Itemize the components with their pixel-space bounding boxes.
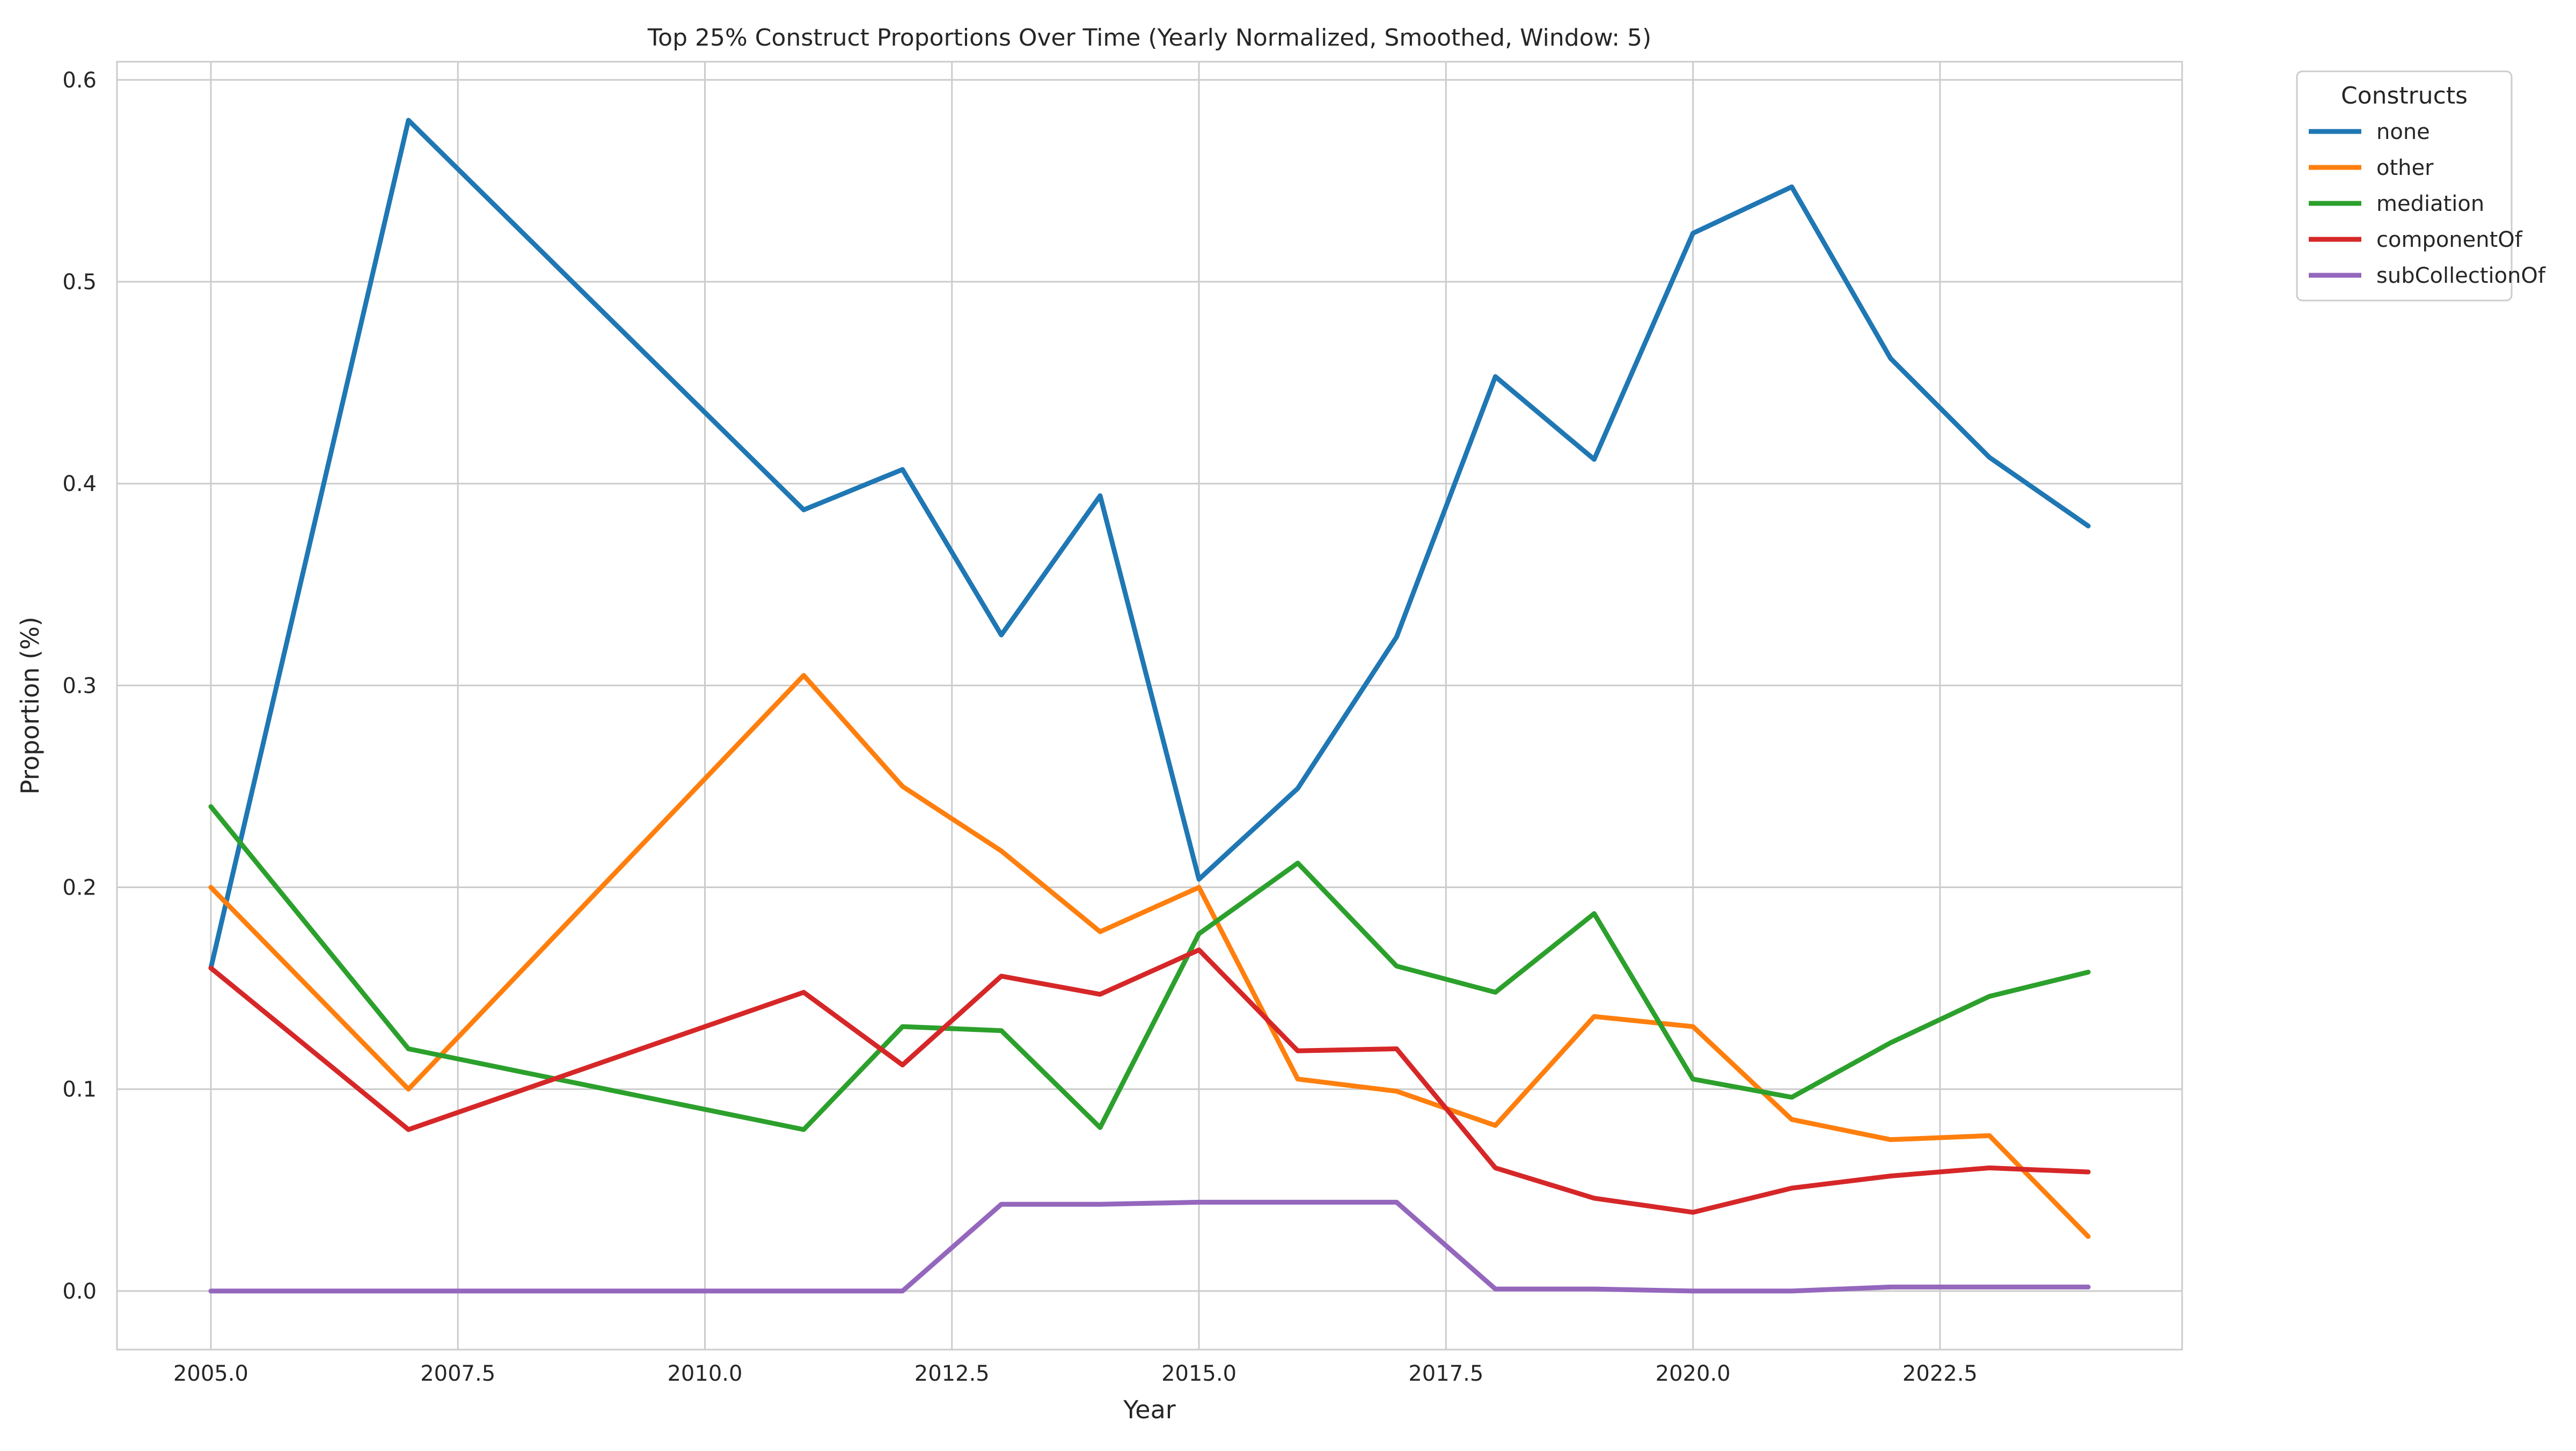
series-line-mediation	[208, 804, 2091, 1132]
x-tick-label: 2020.0	[1656, 1361, 1731, 1386]
legend-title: Constructs	[2341, 82, 2468, 109]
y-axis-label: Proportion (%)	[16, 617, 45, 795]
series-lines	[208, 118, 2091, 1294]
series-line-none	[208, 118, 2091, 971]
chart-title: Top 25% Construct Proportions Over Time …	[647, 24, 1651, 52]
legend-item-other: other	[2309, 156, 2434, 180]
legend-label: mediation	[2376, 192, 2484, 216]
y-tick-label: 0.6	[62, 68, 97, 93]
plot-frame	[116, 61, 2183, 1351]
y-tick-label: 0.1	[62, 1078, 97, 1102]
x-axis-label: Year	[1123, 1395, 1175, 1424]
axis-ticks: 2005.0 2007.5 2010.0 2012.5 2015.0 2017.5 2020…	[62, 68, 1978, 1386]
legend-label: none	[2376, 120, 2430, 144]
x-tick-label: 2017.5	[1408, 1361, 1483, 1386]
legend-label: other	[2376, 156, 2434, 180]
series-line-subCollectionOf	[208, 1199, 2091, 1294]
x-tick-label: 2012.5	[914, 1361, 990, 1386]
x-tick-label: 2007.5	[420, 1361, 495, 1386]
series-line-other	[208, 673, 2091, 1239]
x-tick-label: 2015.0	[1161, 1361, 1236, 1386]
legend-box	[2296, 70, 2513, 302]
y-tick-label: 0.2	[62, 876, 97, 900]
x-tick-label: 2005.0	[173, 1361, 248, 1386]
legend-label: componentOf	[2376, 228, 2523, 252]
y-tick-label: 0.5	[62, 270, 97, 295]
legend-item-subCollectionOf: subCollectionOf	[2309, 263, 2546, 288]
x-tick-label: 2010.0	[667, 1361, 742, 1386]
x-tick-label: 2022.5	[1902, 1361, 1978, 1386]
y-tick-label: 0.0	[62, 1279, 97, 1304]
legend-label: subCollectionOf	[2376, 263, 2546, 288]
legend-item-mediation: mediation	[2309, 192, 2484, 216]
y-tick-label: 0.4	[62, 472, 97, 496]
legend-item-none: none	[2309, 120, 2430, 144]
legend-items: none other mediation componentOf subCollecti…	[2309, 120, 2546, 288]
series-line-componentOf	[208, 947, 2091, 1215]
y-tick-label: 0.3	[62, 673, 97, 698]
legend-item-componentOf: componentOf	[2309, 228, 2523, 252]
legend: Constructs none other mediation componentOf…	[2296, 70, 2546, 302]
